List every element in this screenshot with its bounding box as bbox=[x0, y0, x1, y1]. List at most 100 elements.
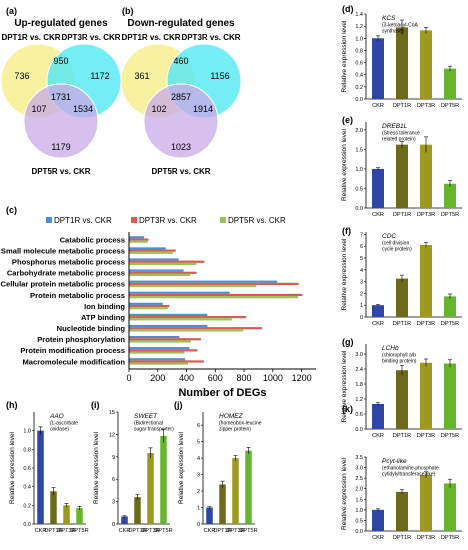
x-tick-label: DPT1R bbox=[393, 212, 411, 218]
bar bbox=[129, 349, 198, 352]
x-tick-label: CKR bbox=[372, 212, 384, 218]
bar-ckr bbox=[206, 507, 213, 524]
y-tick-label: 6 bbox=[112, 477, 115, 483]
bar bbox=[129, 271, 197, 274]
panel-letter: (j) bbox=[174, 400, 183, 410]
bar bbox=[129, 284, 257, 288]
bar bbox=[129, 304, 170, 308]
venn-count-only1: 361 bbox=[134, 71, 149, 81]
gene-name: Pcyt-like bbox=[382, 458, 407, 465]
y-tick-label: 0.6 bbox=[355, 412, 363, 418]
y-tick-label: 2.0 bbox=[355, 487, 363, 493]
bar-dpt5r bbox=[444, 296, 456, 317]
x-tick-label: CKR bbox=[372, 103, 384, 109]
panel-letter: (d) bbox=[342, 4, 354, 14]
category-label: Cellular protein metabolic process bbox=[1, 280, 126, 289]
bar-dpt3r bbox=[232, 458, 239, 524]
bar bbox=[129, 307, 168, 310]
venn-count-r35: 1914 bbox=[193, 104, 213, 114]
x-tick-label: DPT5R bbox=[441, 321, 459, 327]
y-tick-label: 0.4 bbox=[355, 73, 363, 79]
venn-set-label: DPT1R vs. CKR bbox=[121, 33, 180, 42]
bar-ckr bbox=[372, 38, 384, 99]
panel-letter: (h) bbox=[6, 400, 18, 410]
bar-ckr bbox=[37, 430, 44, 524]
y-tick-label: 1.5 bbox=[355, 497, 363, 503]
x-tick-label: DPT3R bbox=[417, 321, 435, 327]
bar bbox=[129, 280, 278, 283]
protein-description: oxidase) bbox=[50, 427, 69, 433]
protein-description: (ethanolamine-phosphate bbox=[382, 466, 439, 472]
category-label: Protein modification process bbox=[20, 346, 125, 355]
legend-label: DPT5R vs. CKR bbox=[228, 216, 286, 225]
x-tick-label: DPT1R bbox=[128, 528, 146, 534]
bar bbox=[129, 360, 204, 363]
y-tick-label: 2.0 bbox=[355, 128, 363, 134]
y-tick-label: 0.6 bbox=[23, 466, 31, 472]
bar-dpt5r bbox=[444, 363, 456, 429]
bar bbox=[129, 291, 230, 294]
bar-dpt5r bbox=[444, 183, 456, 208]
venn-count-only5: 1023 bbox=[171, 142, 191, 152]
category-label: Nucleotide binding bbox=[57, 324, 126, 333]
category-label: Protein phosphorylation bbox=[37, 335, 125, 344]
gene-name: SWEET bbox=[134, 413, 158, 420]
y-tick-label: 3.0 bbox=[355, 466, 363, 472]
bar-dpt1r bbox=[219, 484, 226, 524]
y-tick-label: 9 bbox=[112, 455, 115, 461]
y-tick-label: 2 bbox=[360, 291, 363, 297]
x-tick-label: 0 bbox=[126, 373, 131, 383]
gene-name: AAO bbox=[49, 413, 64, 420]
y-tick-label: 4 bbox=[197, 456, 200, 462]
bar bbox=[129, 340, 191, 343]
y-axis-label: Relative expression level bbox=[9, 432, 16, 504]
bar bbox=[129, 313, 208, 317]
venn-set-label: DPT3R vs. CKR bbox=[181, 33, 240, 42]
y-tick-label: 3 bbox=[197, 473, 200, 479]
x-tick-label: CKR bbox=[35, 528, 47, 534]
legend-label: DPT3R vs. CKR bbox=[139, 216, 197, 225]
y-tick-label: 0 bbox=[112, 522, 115, 528]
y-tick-label: 1.0 bbox=[355, 508, 363, 514]
bar bbox=[129, 240, 148, 243]
y-tick-label: 0.0 bbox=[355, 529, 363, 535]
venn-title: Up-regulated genes bbox=[14, 18, 108, 29]
protein-description: related protein) bbox=[382, 137, 416, 143]
category-label: Ion binding bbox=[84, 302, 125, 311]
y-tick-label: 2 bbox=[197, 489, 200, 495]
x-tick-label: 400 bbox=[179, 373, 194, 383]
venn-set-label: DPT5R vs. CKR bbox=[31, 167, 90, 176]
y-tick-label: 0.8 bbox=[355, 48, 363, 54]
bar bbox=[129, 329, 244, 332]
venn-title: Down-regulated genes bbox=[127, 18, 235, 29]
protein-description: cycle protein) bbox=[382, 247, 412, 253]
x-tick-label: DPT5R bbox=[239, 528, 257, 534]
y-tick-label: 0.2 bbox=[23, 503, 31, 509]
bar-ckr bbox=[121, 516, 128, 524]
gene-name: KCS bbox=[382, 15, 396, 22]
bar-ckr bbox=[372, 305, 384, 317]
y-tick-label: 2.4 bbox=[355, 367, 363, 373]
gene-name: HOMEZ bbox=[219, 413, 244, 420]
legend-swatch bbox=[131, 217, 137, 223]
x-tick-label: 600 bbox=[208, 373, 223, 383]
protein-description: sugar transporter) bbox=[134, 427, 174, 433]
y-tick-label: 3.0 bbox=[355, 352, 363, 358]
y-tick-label: 5 bbox=[360, 256, 363, 262]
bar bbox=[129, 262, 197, 266]
venn-circle-dpt5r bbox=[23, 83, 99, 159]
x-tick-label: DPT3R bbox=[417, 535, 435, 541]
y-tick-label: 0.2 bbox=[355, 85, 363, 91]
y-tick-label: 3.5 bbox=[355, 455, 363, 461]
panel-letter: (c) bbox=[6, 205, 17, 215]
y-tick-label: 0.0 bbox=[355, 427, 363, 433]
y-tick-label: 6 bbox=[360, 244, 363, 250]
bar bbox=[129, 324, 208, 328]
venn-count-r13: 460 bbox=[173, 56, 188, 66]
bar-dpt1r bbox=[396, 27, 408, 99]
venn-count-r15: 107 bbox=[31, 104, 46, 114]
panel-letter: (f) bbox=[342, 226, 351, 236]
y-tick-label: 1.0 bbox=[355, 36, 363, 42]
bar-dpt1r bbox=[396, 278, 408, 317]
x-tick-label: DPT3R bbox=[417, 212, 435, 218]
